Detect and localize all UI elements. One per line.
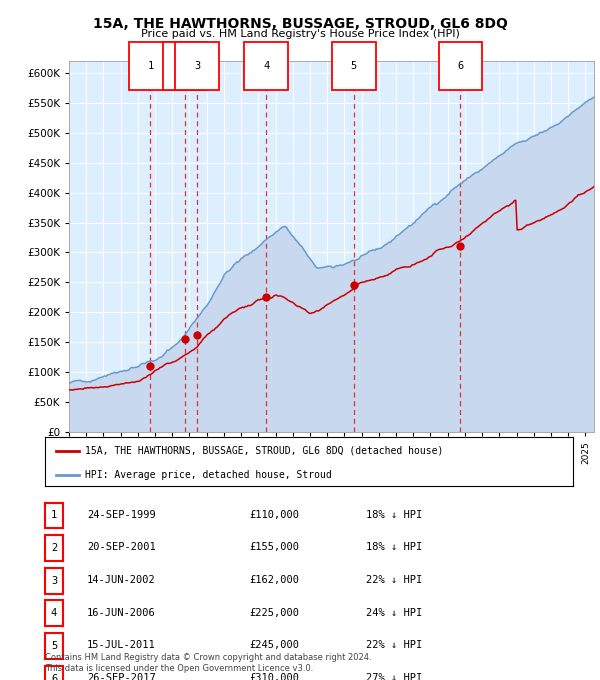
Text: £245,000: £245,000: [249, 641, 299, 650]
Text: 1: 1: [51, 511, 57, 520]
Text: £110,000: £110,000: [249, 510, 299, 520]
Text: 5: 5: [51, 641, 57, 651]
Text: 3: 3: [194, 61, 200, 71]
Text: 4: 4: [263, 61, 269, 71]
Text: 2: 2: [51, 543, 57, 553]
Text: 5: 5: [350, 61, 357, 71]
Text: 20-SEP-2001: 20-SEP-2001: [87, 543, 156, 552]
Text: HPI: Average price, detached house, Stroud: HPI: Average price, detached house, Stro…: [85, 471, 331, 481]
Text: Price paid vs. HM Land Registry's House Price Index (HPI): Price paid vs. HM Land Registry's House …: [140, 29, 460, 39]
Text: 1: 1: [147, 61, 154, 71]
Text: 27% ↓ HPI: 27% ↓ HPI: [366, 673, 422, 680]
Text: 16-JUN-2006: 16-JUN-2006: [87, 608, 156, 617]
Text: 26-SEP-2017: 26-SEP-2017: [87, 673, 156, 680]
Text: £310,000: £310,000: [249, 673, 299, 680]
Text: 14-JUN-2002: 14-JUN-2002: [87, 575, 156, 585]
Text: 18% ↓ HPI: 18% ↓ HPI: [366, 510, 422, 520]
Text: 15A, THE HAWTHORNS, BUSSAGE, STROUD, GL6 8DQ: 15A, THE HAWTHORNS, BUSSAGE, STROUD, GL6…: [92, 17, 508, 31]
Text: 6: 6: [51, 674, 57, 680]
Text: 15-JUL-2011: 15-JUL-2011: [87, 641, 156, 650]
Text: 15A, THE HAWTHORNS, BUSSAGE, STROUD, GL6 8DQ (detached house): 15A, THE HAWTHORNS, BUSSAGE, STROUD, GL6…: [85, 446, 443, 456]
Text: £155,000: £155,000: [249, 543, 299, 552]
Text: 18% ↓ HPI: 18% ↓ HPI: [366, 543, 422, 552]
Text: 22% ↓ HPI: 22% ↓ HPI: [366, 641, 422, 650]
Text: 4: 4: [51, 609, 57, 618]
Text: 24-SEP-1999: 24-SEP-1999: [87, 510, 156, 520]
Text: £162,000: £162,000: [249, 575, 299, 585]
Text: 2: 2: [182, 61, 188, 71]
Text: This data is licensed under the Open Government Licence v3.0.: This data is licensed under the Open Gov…: [45, 664, 313, 673]
Text: £225,000: £225,000: [249, 608, 299, 617]
Text: 22% ↓ HPI: 22% ↓ HPI: [366, 575, 422, 585]
Text: Contains HM Land Registry data © Crown copyright and database right 2024.: Contains HM Land Registry data © Crown c…: [45, 653, 371, 662]
Text: 6: 6: [457, 61, 464, 71]
Text: 24% ↓ HPI: 24% ↓ HPI: [366, 608, 422, 617]
Text: 3: 3: [51, 576, 57, 585]
